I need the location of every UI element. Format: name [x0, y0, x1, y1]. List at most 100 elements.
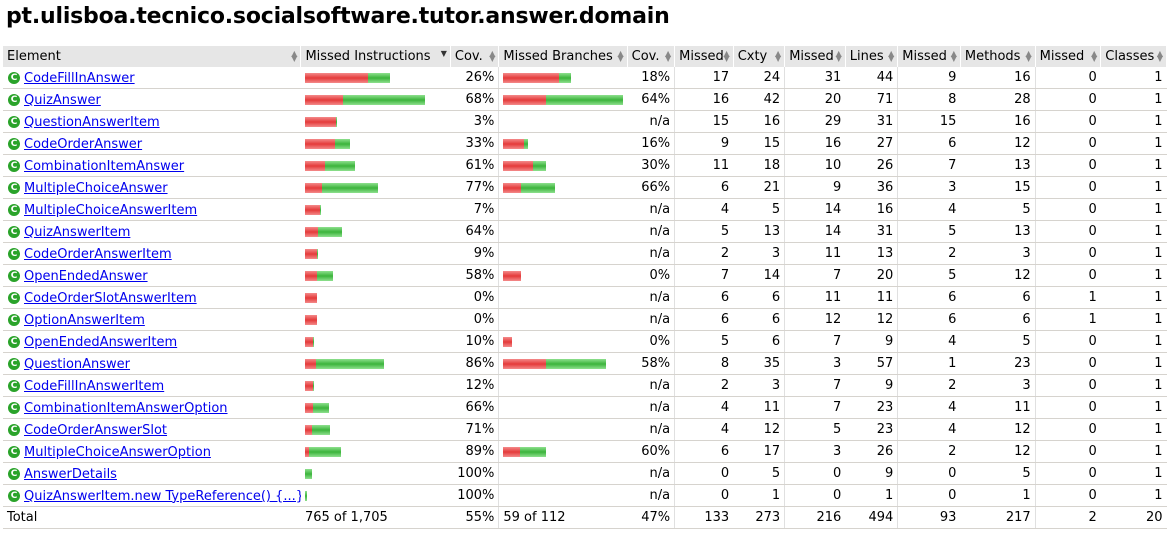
class-c-icon: C: [8, 116, 20, 129]
element-link[interactable]: QuizAnswerItem.new TypeReference() {...}: [24, 488, 301, 504]
missed-bar-segment: [503, 138, 525, 149]
element-cell: C MultipleChoiceAnswerOption: [3, 440, 301, 463]
column-header-methods-missed[interactable]: Missed ▲ ▼: [897, 46, 961, 67]
complexity: 5: [733, 462, 786, 485]
column-header-lines[interactable]: Lines ▲ ▼: [845, 46, 899, 67]
element-link[interactable]: QuestionAnswer: [24, 356, 131, 372]
coverage-bar: [304, 380, 314, 391]
missed-bar-segment: [503, 160, 534, 171]
missed-bar-segment: [304, 424, 312, 435]
missed-bar-segment: [304, 270, 317, 281]
column-header-missed-branches[interactable]: Missed Branches ▲ ▼: [498, 46, 628, 67]
instructions-coverage: 100%: [450, 484, 500, 507]
total-label: Total: [3, 506, 301, 529]
lines: 20: [845, 264, 899, 287]
class-c-icon: C: [8, 72, 20, 85]
complexity: 3: [733, 374, 786, 397]
missed-bar-segment: [503, 336, 513, 347]
element-link[interactable]: OpenEndedAnswerItem: [24, 334, 178, 350]
complexity: 24: [733, 67, 786, 89]
column-header-complexity[interactable]: Cxty ▲ ▼: [733, 46, 786, 67]
complexity-missed: 5: [674, 330, 734, 353]
missed-instructions-bar: [300, 286, 451, 309]
element-link[interactable]: CombinationItemAnswerOption: [24, 400, 228, 416]
missed-instructions-bar: [300, 132, 451, 155]
complexity: 6: [733, 286, 786, 309]
coverage-bar: [304, 314, 317, 325]
classes: 1: [1100, 176, 1167, 199]
methods: 11: [960, 396, 1036, 419]
sort-arrows-icon: ▼: [440, 49, 447, 58]
missed-branches-bar: [498, 198, 628, 221]
element-link[interactable]: QuizAnswerItem: [24, 224, 131, 240]
coverage-bar: [304, 270, 333, 281]
element-link[interactable]: QuestionAnswerItem: [24, 114, 160, 130]
sort-arrows-icon: ▲ ▼: [617, 49, 624, 63]
column-header-instructions-coverage[interactable]: Cov. ▲ ▼: [450, 46, 500, 67]
column-header-methods[interactable]: Methods ▲ ▼: [960, 46, 1036, 67]
complexity-missed: 7: [674, 264, 734, 287]
coverage-bar: [503, 182, 556, 193]
column-header-lines-missed[interactable]: Missed ▲ ▼: [784, 46, 846, 67]
element-link[interactable]: CodeOrderAnswerItem: [24, 246, 172, 262]
element-link[interactable]: QuizAnswer: [24, 92, 101, 108]
column-header-classes[interactable]: Classes ▲ ▼: [1100, 46, 1167, 67]
column-header-missed-instructions[interactable]: Missed Instructions ▼: [300, 46, 451, 67]
classes-missed: 0: [1035, 352, 1101, 375]
column-header-classes-missed[interactable]: Missed ▲ ▼: [1035, 46, 1102, 67]
covered-bar-segment: [319, 204, 321, 215]
coverage-bar: [304, 402, 329, 413]
element-link[interactable]: CodeOrderAnswer: [24, 136, 143, 152]
column-header-complexity-missed[interactable]: Missed ▲ ▼: [674, 46, 734, 67]
missed-branches-bar: [498, 286, 628, 309]
sort-arrows-icon: ▲ ▼: [950, 49, 957, 63]
covered-bar-segment: [312, 380, 314, 391]
element-link[interactable]: MultipleChoiceAnswerOption: [24, 444, 211, 460]
table-row: C AnswerDetails 100% n/a 0 5 0 9 0 5 0 1: [3, 462, 1167, 485]
sort-arrows-icon: ▲ ▼: [835, 49, 842, 63]
classes-missed: 0: [1035, 242, 1101, 265]
methods-missed: 6: [897, 308, 961, 331]
complexity: 13: [733, 220, 786, 243]
table-row: C OpenEndedAnswerItem 10% 0% 5 6 7 9 4 5 0 1: [3, 330, 1167, 353]
element-cell: C MultipleChoiceAnswerItem: [3, 198, 301, 221]
element-link[interactable]: CodeOrderSlotAnswerItem: [24, 290, 197, 306]
class-c-icon: C: [8, 94, 20, 107]
table-row: C CodeOrderAnswer 33% 16% 9 15 16 27 6 12 0 1: [3, 132, 1167, 155]
instructions-coverage: 66%: [450, 396, 500, 419]
column-header-element[interactable]: Element ▲ ▼: [3, 46, 302, 67]
branches-coverage: n/a: [627, 484, 676, 507]
classes: 1: [1100, 154, 1167, 177]
element-link[interactable]: CodeFillInAnswer: [24, 70, 135, 86]
table-row: C CombinationItemAnswerOption 66% n/a 4 11 7 23…: [3, 396, 1167, 419]
missed-instructions-bar: [300, 154, 451, 177]
column-header-branches-coverage[interactable]: Cov. ▲ ▼: [627, 46, 676, 67]
element-link[interactable]: OptionAnswerItem: [24, 312, 145, 328]
missed-bar-segment: [304, 248, 317, 259]
missed-branches-bar: [498, 242, 628, 265]
element-link[interactable]: OpenEndedAnswer: [24, 268, 148, 284]
class-c-icon: C: [8, 446, 20, 459]
element-cell: C CodeOrderAnswerSlot: [3, 418, 301, 441]
element-cell: C CodeFillInAnswerItem: [3, 374, 301, 397]
class-c-icon: C: [8, 314, 20, 327]
coverage-bar: [304, 160, 355, 171]
total-classes-missed: 2: [1035, 506, 1101, 529]
element-link[interactable]: AnswerDetails: [24, 466, 117, 482]
classes: 1: [1100, 308, 1167, 331]
element-link[interactable]: MultipleChoiceAnswerItem: [24, 202, 198, 218]
element-link[interactable]: CodeFillInAnswerItem: [24, 378, 165, 394]
covered-bar-segment: [559, 72, 572, 83]
class-c-icon: C: [8, 248, 20, 261]
methods: 12: [960, 264, 1036, 287]
methods-missed: 7: [897, 154, 961, 177]
class-c-icon: C: [8, 270, 20, 283]
element-link[interactable]: CodeOrderAnswerSlot: [24, 422, 168, 438]
lines-missed: 14: [784, 198, 846, 221]
class-c-icon: C: [8, 490, 20, 503]
class-c-icon: C: [8, 160, 20, 173]
element-link[interactable]: CombinationItemAnswer: [24, 158, 185, 174]
element-link[interactable]: MultipleChoiceAnswer: [24, 180, 168, 196]
methods-missed: 0: [897, 462, 961, 485]
lines-missed: 9: [784, 176, 846, 199]
